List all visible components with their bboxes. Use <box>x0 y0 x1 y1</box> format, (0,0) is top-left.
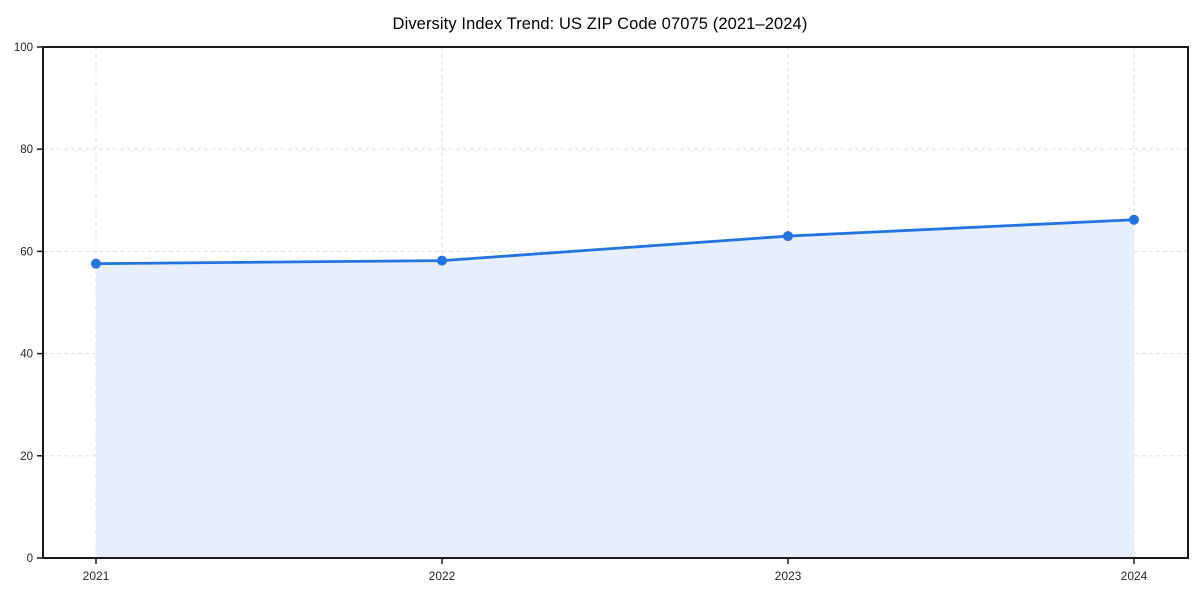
area-fill <box>96 219 1134 558</box>
y-tick-label: 100 <box>14 42 33 54</box>
x-tick-label: 2021 <box>83 569 110 583</box>
area-path <box>96 219 1134 558</box>
tick-marks <box>37 46 1135 564</box>
trend-line <box>94 218 1136 266</box>
plot-frame <box>42 46 1189 559</box>
data-points <box>91 214 1139 269</box>
x-tick-label: 2023 <box>775 569 802 583</box>
line-path <box>94 218 1136 266</box>
y-tick-label: 20 <box>20 451 33 463</box>
chart-title: Diversity Index Trend: US ZIP Code 07075… <box>392 15 808 33</box>
axes-frame <box>42 46 1189 559</box>
data-point-marker <box>783 231 793 242</box>
x-tick-label: 2022 <box>429 569 456 583</box>
y-tick-label: 0 <box>27 553 33 565</box>
y-tick-label: 60 <box>20 246 33 258</box>
data-point-marker <box>91 258 101 269</box>
data-point-marker <box>1129 214 1139 225</box>
y-tick-label: 80 <box>20 144 33 156</box>
y-tick-label: 40 <box>20 349 33 361</box>
data-point-marker <box>437 255 447 266</box>
x-tick-label: 2024 <box>1121 569 1148 583</box>
tick-labels: 0 20 40 60 80 100 2021 2022 2023 2024 <box>14 42 1148 583</box>
